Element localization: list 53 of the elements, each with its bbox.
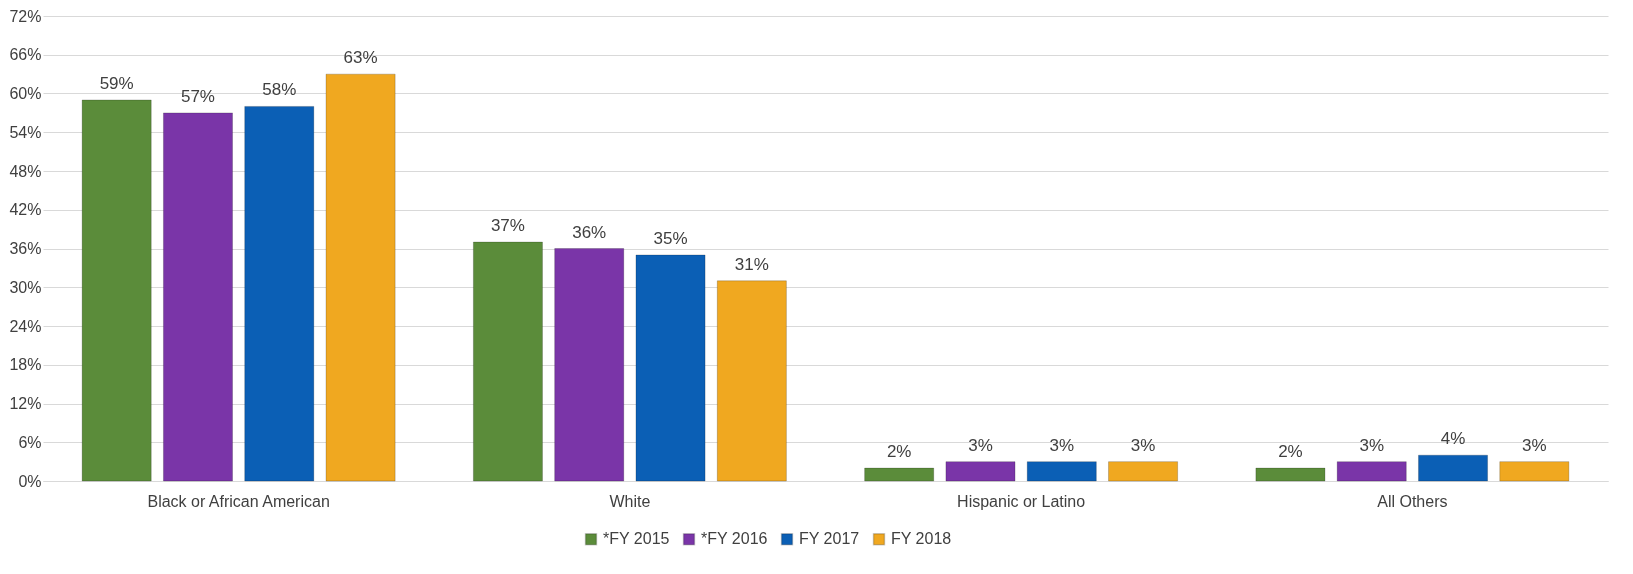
x-tick-label: Black or African American [147, 492, 330, 510]
data-label: 3% [1522, 435, 1547, 455]
data-label: 3% [1049, 435, 1075, 455]
bar [1336, 461, 1407, 482]
y-tick-label: 54% [9, 123, 42, 141]
y-tick-label: 30% [9, 278, 42, 296]
y-tick-label: 72% [9, 7, 42, 25]
y-tick-label: 12% [9, 395, 42, 412]
y-tick-label: 60% [9, 85, 42, 102]
bar [1108, 461, 1179, 482]
legend-label: FY 2018 [891, 530, 952, 548]
data-label: 4% [1440, 429, 1466, 449]
y-tick-label: 66% [9, 46, 42, 64]
y-tick-label: 6% [18, 433, 42, 451]
bar [716, 280, 787, 482]
y-tick-label: 48% [9, 162, 42, 180]
data-label: 57% [180, 86, 215, 106]
data-label: 58% [262, 80, 297, 100]
x-tick-label: All Others [1377, 492, 1448, 510]
data-label: 3% [1130, 435, 1156, 455]
data-label: 3% [968, 435, 993, 455]
y-tick-label: 18% [9, 356, 42, 374]
bar [81, 99, 152, 482]
data-label: 37% [490, 216, 525, 236]
legend-label: FY 2017 [799, 530, 860, 548]
bar [554, 248, 625, 482]
bar [1417, 454, 1489, 482]
data-label: 31% [734, 254, 769, 274]
data-label: 59% [99, 73, 134, 93]
bar [325, 73, 396, 482]
bar [864, 467, 935, 482]
data-label: 3% [1359, 435, 1385, 455]
bar [162, 112, 234, 482]
y-tick-label: 0% [18, 472, 42, 490]
y-tick-label: 24% [9, 317, 42, 335]
y-tick-label: 36% [9, 240, 42, 257]
bar [244, 105, 315, 482]
bar [635, 254, 706, 482]
bar [1026, 461, 1097, 482]
y-tick-label: 42% [9, 201, 42, 219]
data-label: 35% [653, 228, 688, 248]
data-label: 2% [1278, 442, 1303, 462]
bar [945, 461, 1016, 482]
legend-label: *FY 2015 [603, 530, 670, 548]
bar [1499, 461, 1570, 482]
data-label: 2% [886, 442, 912, 462]
x-tick-label: White [609, 492, 651, 510]
x-tick-label: Hispanic or Latino [957, 492, 1086, 510]
bar [472, 241, 543, 482]
data-label: 36% [572, 222, 607, 242]
data-label: 63% [343, 48, 378, 68]
legend-label: *FY 2016 [701, 530, 768, 548]
bar [1255, 467, 1326, 482]
